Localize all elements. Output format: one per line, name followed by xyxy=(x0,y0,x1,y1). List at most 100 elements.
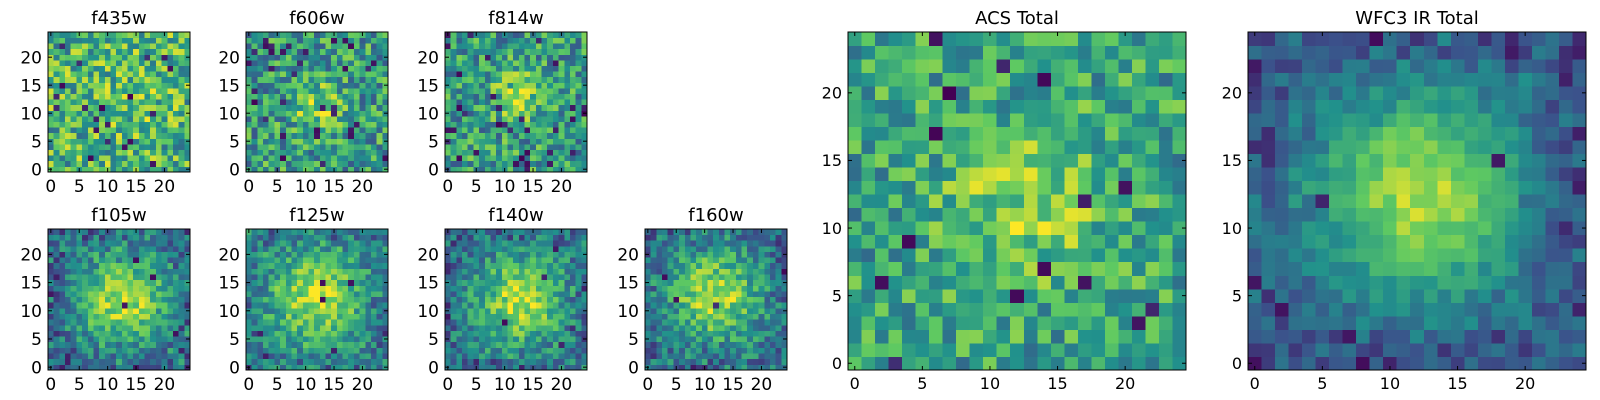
heatmap-cell xyxy=(552,358,559,365)
heatmap-cell xyxy=(336,110,343,117)
heatmap-cell xyxy=(353,347,360,354)
heatmap-cell xyxy=(888,248,903,263)
heatmap-cell xyxy=(314,291,321,298)
heatmap-cell xyxy=(501,37,508,44)
heatmap-cell xyxy=(569,279,577,286)
heatmap-cell xyxy=(161,313,168,320)
heatmap-cell xyxy=(308,353,315,360)
heatmap-cell xyxy=(359,116,366,122)
heatmap-cell xyxy=(246,116,253,122)
heatmap-cell xyxy=(524,116,531,122)
heatmap-cell xyxy=(445,155,452,162)
heatmap-cell xyxy=(274,341,281,348)
heatmap-cell xyxy=(513,291,520,298)
heatmap-cell xyxy=(569,291,577,298)
heatmap-cell xyxy=(1104,288,1119,303)
heatmap-cell xyxy=(747,251,754,258)
heatmap-cell xyxy=(552,279,559,286)
heatmap-cell xyxy=(53,160,60,167)
heatmap-cell xyxy=(513,229,520,236)
heatmap-cell xyxy=(667,285,674,292)
y-tick-label: 15 xyxy=(20,274,42,294)
heatmap-cell xyxy=(456,127,463,134)
heatmap-cell xyxy=(365,155,372,162)
heatmap-cell xyxy=(150,160,157,167)
heatmap-cell xyxy=(314,324,321,331)
heatmap-cell xyxy=(524,324,531,331)
heatmap-cell xyxy=(575,262,582,269)
heatmap-cell xyxy=(902,234,916,249)
heatmap-cell xyxy=(450,144,457,150)
heatmap-cell xyxy=(541,296,548,303)
heatmap-cell xyxy=(1077,167,1092,182)
heatmap-cell xyxy=(178,229,185,236)
heatmap-cell xyxy=(445,257,452,264)
heatmap-cell xyxy=(524,71,531,78)
heatmap-cell xyxy=(127,48,134,55)
heatmap-cell xyxy=(150,336,157,343)
heatmap-cell xyxy=(268,93,275,100)
heatmap-cell xyxy=(956,248,971,263)
heatmap-cell xyxy=(741,353,748,360)
heatmap-cell xyxy=(479,245,486,252)
heatmap-cell xyxy=(1158,207,1173,222)
heatmap-cell xyxy=(365,245,372,252)
heatmap-cell xyxy=(724,240,731,247)
heatmap-cell xyxy=(161,48,168,55)
heatmap-cell xyxy=(325,37,332,44)
heatmap-cell xyxy=(376,127,383,134)
heatmap-cell xyxy=(996,261,1011,276)
heatmap-cell xyxy=(70,347,77,354)
heatmap-cell xyxy=(116,110,123,117)
heatmap-cell xyxy=(569,155,577,162)
heatmap-cell xyxy=(1158,248,1173,263)
heatmap-cell xyxy=(297,99,304,106)
heatmap-cell xyxy=(1104,167,1119,182)
heatmap-cell xyxy=(513,347,520,354)
heatmap-cell xyxy=(144,353,151,360)
heatmap-cell xyxy=(552,54,559,61)
heatmap-cell xyxy=(507,347,514,354)
heatmap-cell xyxy=(713,251,720,258)
heatmap-cell xyxy=(581,88,588,94)
heatmap-cell xyxy=(684,240,691,247)
heatmap-cell xyxy=(781,234,788,241)
heatmap-cell xyxy=(285,138,292,145)
heatmap-cell xyxy=(59,166,66,173)
axes-frame xyxy=(245,228,389,371)
heatmap-cell xyxy=(569,76,577,83)
heatmap-cell xyxy=(285,37,292,44)
heatmap-cell xyxy=(382,149,389,156)
heatmap-cell xyxy=(178,291,185,298)
heatmap-cell xyxy=(575,341,582,348)
heatmap-cell xyxy=(48,127,55,134)
heatmap-cell xyxy=(1158,167,1173,182)
heatmap-cell xyxy=(263,307,270,314)
heatmap-cell xyxy=(718,279,725,286)
heatmap-cell xyxy=(99,262,106,269)
heatmap-cell xyxy=(501,279,508,286)
heatmap-cell xyxy=(251,76,258,83)
heatmap-cell xyxy=(382,32,389,38)
heatmap-cell xyxy=(82,110,89,117)
heatmap-cell xyxy=(656,245,663,252)
heatmap-cell xyxy=(314,341,321,348)
heatmap-cell xyxy=(1077,194,1092,209)
heatmap-cell xyxy=(308,330,315,337)
heatmap-cell xyxy=(1064,194,1079,209)
heatmap-cell xyxy=(376,251,383,258)
heatmap-cell xyxy=(450,93,457,100)
heatmap-cell xyxy=(70,291,77,298)
heatmap-cell xyxy=(172,54,180,61)
heatmap-cell xyxy=(524,76,531,83)
heatmap-cell xyxy=(257,82,264,89)
heatmap-cell xyxy=(274,82,281,89)
heatmap-cell xyxy=(87,302,94,309)
heatmap-cell xyxy=(467,262,474,269)
heatmap-cell xyxy=(161,234,168,241)
heatmap-cell xyxy=(127,76,134,83)
heatmap-cell xyxy=(314,307,321,314)
heatmap-cell xyxy=(496,166,503,173)
heatmap-cell xyxy=(257,302,264,309)
